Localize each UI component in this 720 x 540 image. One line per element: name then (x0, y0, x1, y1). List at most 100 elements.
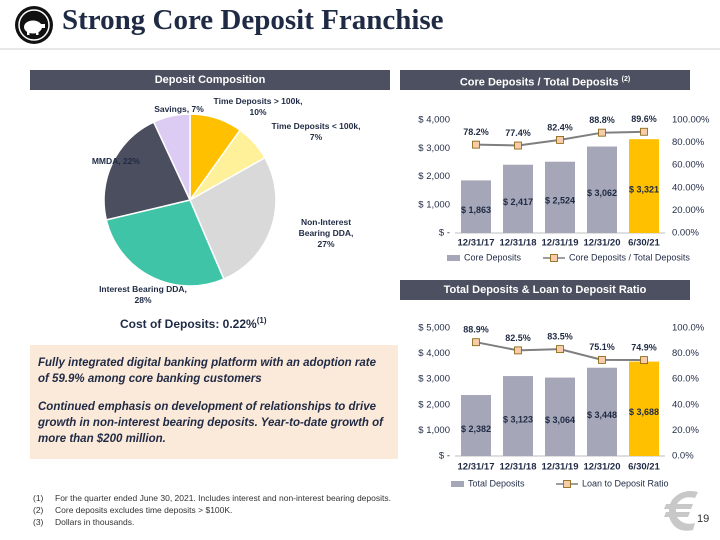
line-value-label: 78.2% (463, 127, 489, 137)
y2-tick-label: 80.00% (672, 137, 705, 148)
line-value-label: 77.4% (505, 128, 531, 138)
x-tick-label: 6/30/21 (628, 462, 660, 473)
y2-tick-label: 0.00% (672, 228, 699, 239)
x-tick-label: 12/31/20 (584, 238, 621, 249)
logo-leg (36, 31, 39, 35)
logo-leg (27, 31, 30, 35)
slide-title: Strong Core Deposit Franchise (62, 4, 444, 36)
cost-note: Cost of Deposits: 0.22%(1) (120, 316, 266, 331)
pie-slice (105, 199, 225, 287)
line-value-label: 89.6% (631, 114, 657, 124)
line-marker (598, 355, 606, 364)
footnote: (3) Dollars in thousands. (33, 517, 134, 527)
line-marker (514, 346, 522, 355)
line-value-label: 74.9% (631, 343, 657, 353)
y2-tick-label: 60.0% (672, 374, 699, 385)
y-tick-label: $ - (439, 228, 450, 239)
y2-tick-label: 40.00% (672, 182, 705, 193)
legend-label: Core Deposits / Total Deposits (569, 252, 690, 262)
x-tick-label: 12/31/18 (500, 238, 537, 249)
bar (503, 376, 533, 456)
y2-tick-label: 60.00% (672, 160, 705, 171)
bar-value-label: $ 2,524 (545, 196, 575, 206)
callout-paragraph: Continued emphasis on development of rel… (38, 401, 384, 445)
footnote: (1) For the quarter ended June 30, 2021. … (33, 493, 391, 503)
footnote-text: Core deposits excludes time deposits > $… (55, 505, 233, 515)
bar-value-label: $ 3,448 (587, 410, 617, 420)
logo-ring (18, 9, 50, 41)
footnote-marker: (3) (33, 517, 44, 527)
y-tick-label: $ 5,000 (418, 323, 450, 334)
y-tick-label: $ 3,000 (418, 374, 450, 385)
callout-box: Fully integrated digital banking platfor… (30, 345, 398, 459)
bar (545, 377, 575, 456)
y2-tick-label: 20.00% (672, 205, 705, 216)
logo-mark (664, 491, 698, 531)
pie-label: Savings, 7% (154, 104, 204, 114)
logo-snout (41, 24, 45, 28)
line-marker (640, 127, 648, 136)
footnote: (2) Core deposits excludes time deposits … (33, 505, 232, 515)
pie-label: Non-Interest Bearing DDA, 27% (298, 217, 354, 249)
footnote-text: For the quarter ended June 30, 2021. Inc… (55, 493, 391, 503)
line-marker (640, 356, 648, 365)
pie-label: Time Deposits < 100k, 7% (271, 121, 361, 142)
bar-value-label: $ 3,064 (545, 415, 575, 425)
bar-value-label: $ 3,123 (503, 414, 533, 424)
x-tick-label: 12/31/19 (542, 462, 579, 473)
footnote-text: Dollars in thousands. (55, 517, 135, 527)
legend-marker (550, 254, 558, 262)
footnote-marker: (2) (33, 505, 44, 515)
pie-slice (103, 121, 192, 221)
page-number: 19 (697, 513, 710, 525)
legend-label: Loan to Deposit Ratio (582, 478, 669, 488)
logo-pig (24, 20, 42, 34)
y-tick-label: $ - (439, 451, 450, 462)
section-header: Total Deposits & Loan to Deposit Ratio (400, 280, 690, 300)
section-header: Deposit Composition (30, 70, 390, 90)
bar-value-label: $ 2,417 (503, 197, 533, 207)
y2-tick-label: 100.00% (672, 115, 710, 126)
legend-swatch (451, 481, 464, 487)
legend-label: Total Deposits (468, 478, 525, 488)
bar-value-label: $ 2,382 (461, 424, 491, 434)
line-value-label: 88.9% (463, 325, 489, 335)
footnote-marker: (1) (33, 493, 44, 503)
x-tick-label: 12/31/17 (458, 238, 495, 249)
y-tick-label: $ 2,000 (418, 171, 450, 182)
bar (545, 161, 575, 233)
bar-value-label: $ 3,321 (629, 184, 659, 194)
x-tick-label: 12/31/18 (500, 462, 537, 473)
x-tick-label: 12/31/20 (584, 462, 621, 473)
pie-label: MMDA, 22% (91, 156, 140, 166)
line-value-label: 82.5% (505, 333, 531, 343)
y-tick-label: $ 4,000 (418, 348, 450, 359)
y2-tick-label: 80.0% (672, 348, 699, 359)
x-tick-label: 12/31/17 (458, 462, 495, 473)
callout-paragraph: Fully integrated digital banking platfor… (38, 357, 376, 385)
y2-tick-label: 40.0% (672, 399, 699, 410)
line-marker (514, 141, 522, 150)
cost-note-ref: (1) (256, 316, 267, 325)
legend-label: Core Deposits (464, 252, 522, 262)
line-value-label: 82.4% (547, 122, 573, 132)
line-marker (556, 135, 564, 144)
y-tick-label: $ 3,000 (418, 143, 450, 154)
section-header: Core Deposits / Total Deposits (2) (400, 70, 690, 90)
legend-marker (563, 480, 571, 488)
line-marker (472, 338, 480, 347)
y2-tick-label: 0.0% (672, 451, 694, 462)
section-title: Core Deposits / Total Deposits (459, 76, 619, 89)
pie-slice (152, 113, 191, 201)
bar (587, 146, 617, 233)
y-tick-label: $ 1,000 (418, 199, 450, 210)
bar (461, 180, 491, 233)
bar-value-label: $ 3,062 (587, 188, 617, 198)
line-value-label: 88.8% (589, 115, 615, 125)
section-title: Deposit Composition (154, 74, 266, 86)
bar (629, 139, 659, 233)
section-title: Total Deposits & Loan to Deposit Ratio (443, 284, 647, 296)
line-marker (472, 140, 480, 149)
pie-label: Interest Bearing DDA, 28% (99, 284, 187, 305)
